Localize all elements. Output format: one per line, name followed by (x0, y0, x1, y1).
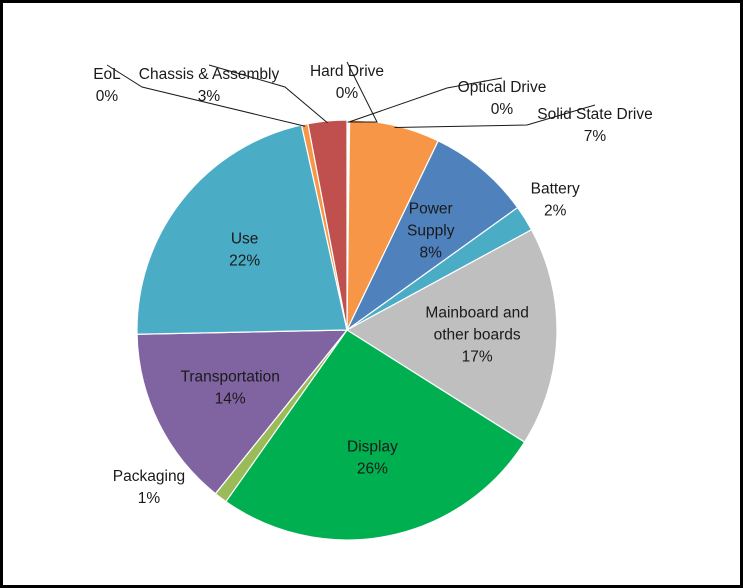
label-display-0: Display (347, 439, 398, 456)
pct-label-optical-drive: 0% (491, 101, 514, 118)
slice-labels: Hard Drive 0% Optical Drive 0% Solid State D… (93, 63, 653, 507)
pct-label-hard-drive: 0% (336, 85, 359, 102)
leader-chassis-assembly (208, 64, 328, 124)
pct-label-solid-state-drive: 7% (584, 128, 607, 145)
label-optical-drive-0: Optical Drive (458, 79, 547, 96)
leader-optical-drive (348, 77, 503, 123)
pct-label-eol: 0% (96, 88, 119, 105)
slice-display (225, 329, 526, 541)
label-power-supply-1: Supply (407, 222, 455, 239)
pie-chart: Hard Drive 0% Optical Drive 0% Solid State D… (93, 61, 653, 541)
label-solid-state-drive-0: Solid State Drive (537, 106, 652, 123)
slice-transportation (136, 329, 349, 495)
leader-solid-state-drive (394, 104, 596, 129)
label-use-0: Use (231, 231, 259, 248)
pct-label-chassis-assembly: 3% (198, 88, 221, 105)
slice-mainboard-and-other-boards (345, 228, 558, 443)
slice-power-supply (346, 140, 519, 331)
label-eol-0: EoL (93, 66, 121, 83)
pct-label-packaging: 1% (138, 490, 161, 507)
label-battery-0: Battery (531, 180, 580, 197)
label-transportation-0: Transportation (180, 368, 279, 385)
label-chassis-assembly-0: Chassis & Assembly (139, 66, 280, 83)
pct-label-battery: 2% (544, 202, 567, 219)
label-packaging-0: Packaging (113, 468, 185, 485)
label-power-supply-0: Power (409, 200, 453, 217)
leader-lines (106, 61, 596, 129)
label-mainboard-and-other-boards-1: other boards (434, 326, 521, 343)
slice-chassis-assembly (307, 119, 348, 331)
pct-label-power-supply: 8% (420, 244, 443, 261)
pie-slices (136, 119, 558, 541)
pct-label-display: 26% (357, 461, 388, 478)
leader-hard-drive (346, 61, 378, 123)
label-mainboard-and-other-boards-0: Mainboard and (425, 304, 528, 321)
label-hard-drive-0: Hard Drive (310, 63, 384, 80)
pct-label-mainboard-and-other-boards: 17% (462, 348, 493, 365)
pct-label-use: 22% (229, 253, 260, 270)
pct-label-transportation: 14% (215, 390, 246, 407)
slice-use (136, 124, 348, 335)
leader-eol (106, 64, 306, 127)
